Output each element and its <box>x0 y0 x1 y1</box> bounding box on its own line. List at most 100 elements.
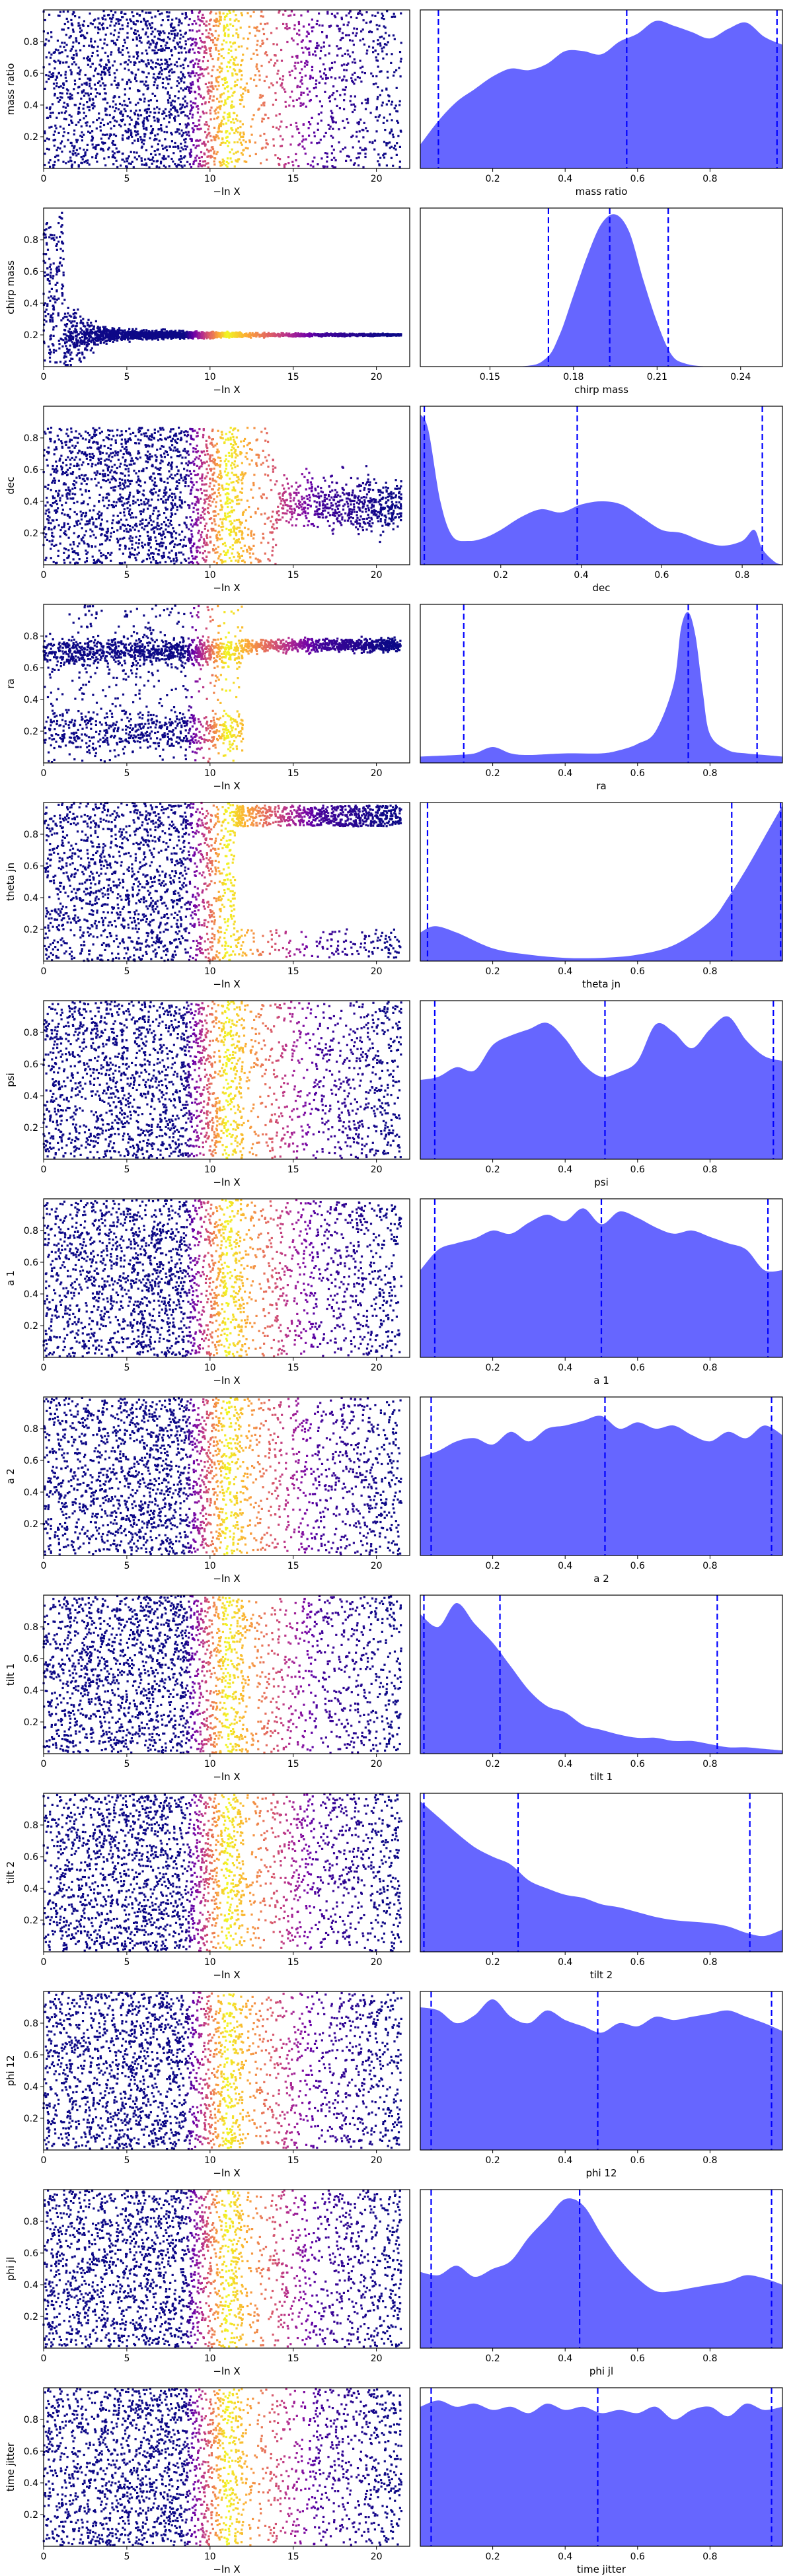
y-tick-label: 0.6 <box>24 2248 38 2259</box>
y-tick-label: 0.4 <box>24 1091 38 1102</box>
x-tick-label: 0.6 <box>630 174 645 184</box>
y-tick-label: 0.2 <box>24 1915 38 1926</box>
x-tick-label: 0.2 <box>485 768 500 779</box>
x-tick-label: 5 <box>124 2155 130 2166</box>
x-tick-label: 15 <box>287 1164 299 1175</box>
y-tick-label: 0.8 <box>24 2217 38 2227</box>
x-tick-label: 0.15 <box>480 372 500 382</box>
x-tick-label: 0.4 <box>558 2155 572 2166</box>
x-axis-label: mass ratio <box>576 186 628 197</box>
trace-panel-6: 0 5 10 15 200.20.40.60.8−ln Xa 1 <box>5 1199 410 1386</box>
y-tick-label: 0.2 <box>24 528 38 539</box>
trace-frame <box>44 406 410 565</box>
y-tick-label: 0.6 <box>24 267 38 277</box>
trace-panel-7: 0 5 10 15 200.20.40.60.8−ln Xa 2 <box>5 1397 410 1585</box>
y-axis-label: mass ratio <box>5 63 17 116</box>
x-tick-label: 0.6 <box>630 2155 645 2166</box>
x-tick-label: 20 <box>371 1957 383 1968</box>
y-axis-label: dec <box>5 477 17 495</box>
x-tick-label: 0 <box>41 2552 47 2562</box>
posterior-panel-7: 0.2 0.4 0.6 0.8a 2 <box>420 1397 782 1585</box>
x-tick-label: 5 <box>124 1164 130 1175</box>
posterior-density-area <box>420 20 782 168</box>
y-axis-label: time jitter <box>5 2442 17 2491</box>
x-axis-label: tilt 1 <box>590 1771 613 1783</box>
x-tick-label: 15 <box>287 174 299 184</box>
y-tick-label: 0.4 <box>24 497 38 507</box>
x-tick-label: 0.4 <box>574 570 588 581</box>
x-tick-label: 10 <box>204 768 216 779</box>
posterior-density-area <box>420 1415 782 1556</box>
x-tick-label: 5 <box>124 174 130 184</box>
x-tick-label: 10 <box>204 2552 216 2562</box>
x-tick-label: 20 <box>371 1164 383 1175</box>
x-tick-label: 10 <box>204 570 216 581</box>
x-tick-label: 20 <box>371 2353 383 2364</box>
x-axis-label: −ln X <box>213 780 240 792</box>
y-tick-label: 0.6 <box>24 2447 38 2457</box>
x-tick-label: 0.8 <box>702 1164 717 1175</box>
y-tick-label: 0.2 <box>24 132 38 143</box>
x-tick-label: 20 <box>371 372 383 382</box>
y-axis-label: tilt 2 <box>5 1861 17 1884</box>
x-axis-label: −ln X <box>213 582 240 594</box>
trace-points <box>44 802 402 962</box>
x-tick-label: 0.2 <box>485 174 500 184</box>
y-tick-label: 0.6 <box>24 465 38 476</box>
y-tick-label: 0.6 <box>24 69 38 79</box>
x-tick-label: 0 <box>41 570 47 581</box>
x-tick-label: 0.6 <box>630 1363 645 1373</box>
x-tick-label: 0.6 <box>630 2353 645 2364</box>
x-axis-label: tilt 2 <box>590 1969 613 1981</box>
x-tick-label: 0.4 <box>558 2552 572 2562</box>
x-axis-label: −ln X <box>213 1969 240 1981</box>
x-tick-label: 0 <box>41 1363 47 1373</box>
y-axis-label: tilt 1 <box>5 1663 17 1686</box>
x-tick-label: 0.2 <box>485 1759 500 1770</box>
x-tick-label: 0.2 <box>485 2155 500 2166</box>
x-axis-label: psi <box>594 1176 609 1188</box>
x-tick-label: 0.2 <box>485 1957 500 1968</box>
posterior-density-area <box>420 214 782 367</box>
x-tick-label: 5 <box>124 966 130 977</box>
x-axis-label: −ln X <box>213 2167 240 2179</box>
y-axis-label: a 1 <box>5 1270 17 1286</box>
x-tick-label: 10 <box>204 2353 216 2364</box>
x-axis-label: chirp mass <box>574 384 628 396</box>
x-tick-label: 0.4 <box>558 174 572 184</box>
x-tick-label: 5 <box>124 372 130 382</box>
x-tick-label: 20 <box>371 1759 383 1770</box>
y-tick-label: 0.2 <box>24 330 38 341</box>
y-axis-label: psi <box>5 1073 17 1087</box>
y-tick-label: 0.6 <box>24 861 38 872</box>
y-tick-label: 0.4 <box>24 2478 38 2489</box>
x-tick-label: 0.6 <box>630 1759 645 1770</box>
x-axis-label: −ln X <box>213 1771 240 1783</box>
x-tick-label: 0.6 <box>654 570 669 581</box>
y-tick-label: 0.2 <box>24 1321 38 1332</box>
x-axis-label: −ln X <box>213 2365 240 2377</box>
x-tick-label: 20 <box>371 2552 383 2562</box>
x-axis-label: −ln X <box>213 1375 240 1386</box>
x-tick-label: 0 <box>41 1164 47 1175</box>
y-tick-label: 0.2 <box>24 2312 38 2322</box>
y-tick-label: 0.8 <box>24 1424 38 1435</box>
x-axis-label: a 1 <box>593 1375 609 1386</box>
x-tick-label: 15 <box>287 1759 299 1770</box>
x-tick-label: 0.6 <box>630 768 645 779</box>
x-tick-label: 0.2 <box>485 1561 500 1571</box>
x-tick-label: 15 <box>287 2552 299 2562</box>
x-tick-label: 5 <box>124 1957 130 1968</box>
x-tick-label: 0.4 <box>558 966 572 977</box>
x-tick-label: 0.8 <box>702 768 717 779</box>
x-tick-label: 0 <box>41 372 47 382</box>
y-tick-label: 0.6 <box>24 1456 38 1466</box>
